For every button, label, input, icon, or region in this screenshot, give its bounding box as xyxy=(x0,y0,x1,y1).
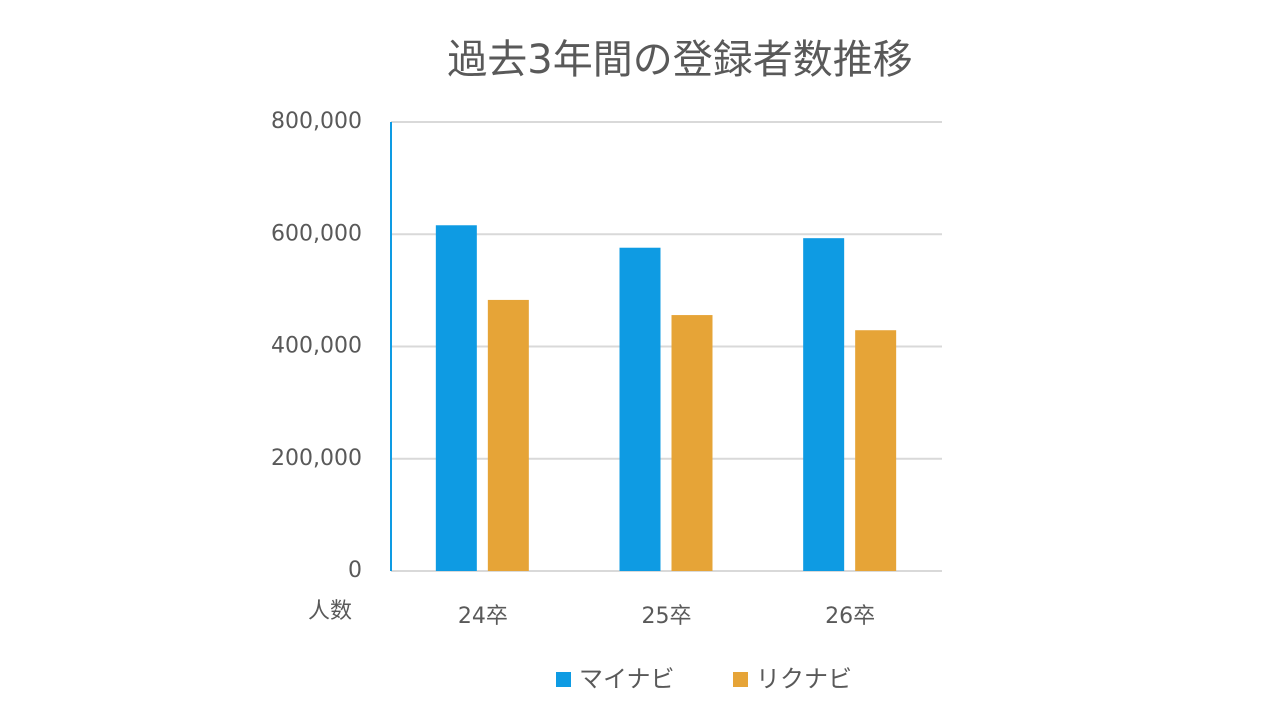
bar xyxy=(487,299,529,571)
chart-title: 過去3年間の登録者数推移 xyxy=(447,37,912,83)
x-tick-label: 25卒 xyxy=(642,604,692,629)
bar xyxy=(855,330,897,571)
x-tick-label: 24卒 xyxy=(458,604,508,629)
y-tick-label: 600,000 xyxy=(271,221,362,246)
legend-swatch xyxy=(733,672,748,687)
bar xyxy=(803,238,845,571)
legend-label: リクナビ xyxy=(756,665,852,693)
bar xyxy=(435,225,477,571)
bar xyxy=(619,247,661,571)
x-tick-label: 26卒 xyxy=(825,604,875,629)
y-tick-label: 0 xyxy=(348,558,362,583)
bar xyxy=(671,315,713,571)
legend-label: マイナビ xyxy=(579,665,675,693)
y-axis-label: 人数 xyxy=(308,599,352,624)
y-tick-label: 200,000 xyxy=(271,446,362,471)
y-tick-label: 800,000 xyxy=(271,109,362,134)
y-tick-label: 400,000 xyxy=(271,334,362,359)
legend-swatch xyxy=(556,672,571,687)
